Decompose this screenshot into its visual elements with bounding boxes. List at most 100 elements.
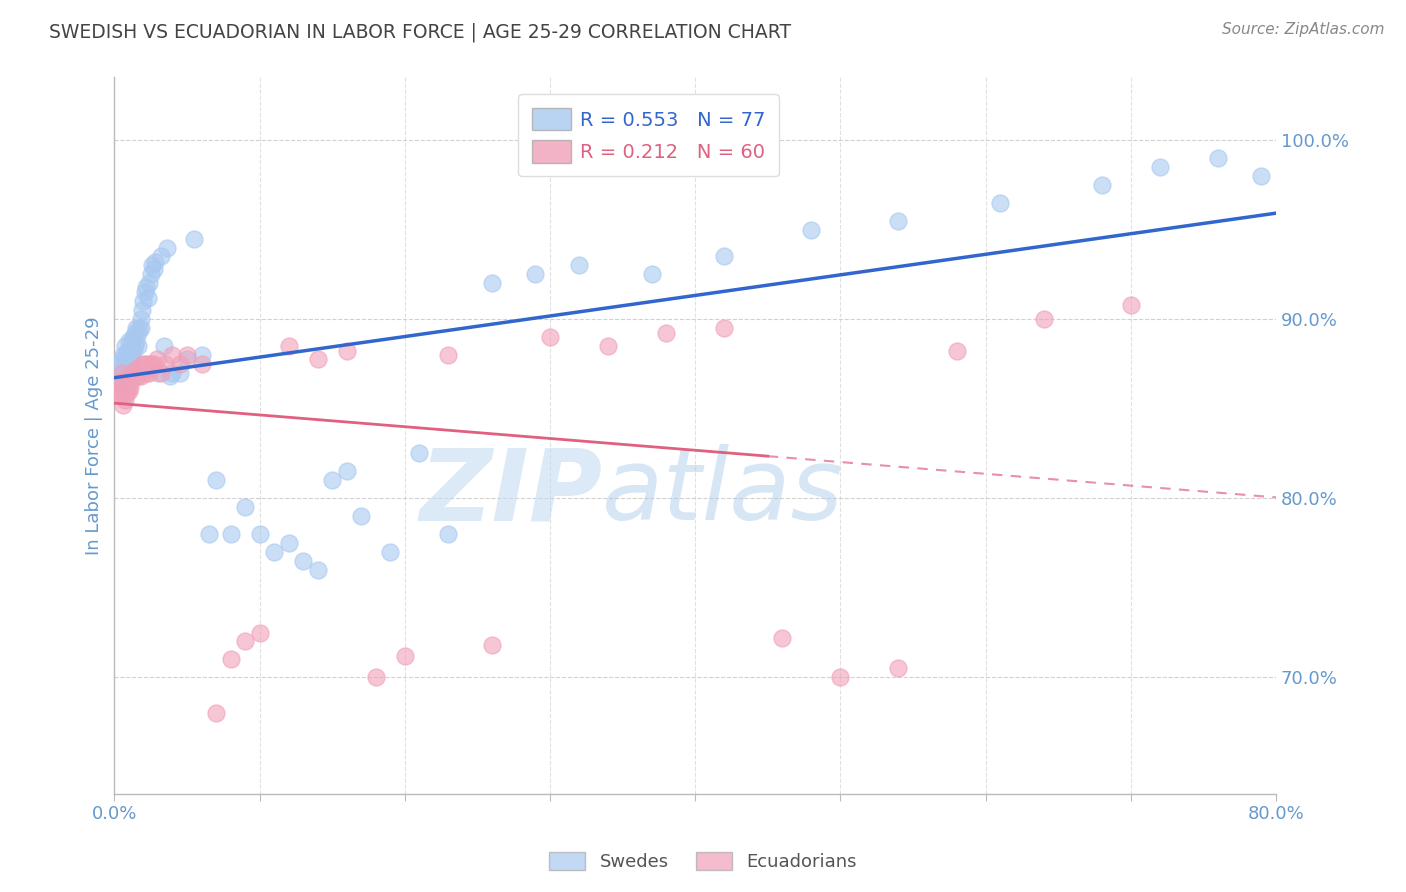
Point [118,384,141,398]
Point [125,334,148,348]
Point [121,334,143,348]
Point [125,321,148,335]
Text: ZIP: ZIP [419,444,602,541]
Point [307,351,329,366]
Point [131,303,153,318]
Point [120,380,142,394]
Point [127,369,149,384]
Point [152,339,174,353]
Point [156,241,179,255]
Point [249,625,271,640]
Point [321,473,343,487]
Point [233,634,256,648]
Point [135,280,157,294]
Point [141,259,163,273]
Point [132,362,155,376]
Point [197,527,219,541]
Legend: Swedes, Ecuadorians: Swedes, Ecuadorians [541,845,865,879]
Point [112,398,135,412]
Point [135,366,157,380]
Point [205,473,228,487]
Text: Source: ZipAtlas.com: Source: ZipAtlas.com [1222,22,1385,37]
Point [142,357,165,371]
Point [111,351,134,366]
Point [169,357,191,371]
Point [800,222,823,236]
Point [437,527,460,541]
Point [107,375,129,389]
Point [277,339,299,353]
Point [127,339,149,353]
Point [105,369,128,384]
Y-axis label: In Labor Force | Age 25-29: In Labor Force | Age 25-29 [86,317,103,555]
Text: atlas: atlas [602,444,844,541]
Point [162,366,184,380]
Point [138,366,160,380]
Point [249,527,271,541]
Point [190,348,212,362]
Point [596,339,619,353]
Point [127,326,149,341]
Point [118,351,141,366]
Point [111,380,134,394]
Text: SWEDISH VS ECUADORIAN IN LABOR FORCE | AGE 25-29 CORRELATION CHART: SWEDISH VS ECUADORIAN IN LABOR FORCE | A… [49,22,792,42]
Point [176,351,198,366]
Point [568,259,591,273]
Point [136,357,159,371]
Point [129,369,152,384]
Point [176,348,198,362]
Point [129,321,152,335]
Point [120,344,142,359]
Point [117,344,139,359]
Point [146,366,169,380]
Point [124,339,146,353]
Point [1149,160,1171,174]
Point [1119,298,1142,312]
Point [112,387,135,401]
Point [183,231,205,245]
Point [169,366,191,380]
Point [277,536,299,550]
Point [380,545,402,559]
Point [114,339,136,353]
Point [121,369,143,384]
Point [117,375,139,389]
Point [139,357,162,371]
Point [145,351,167,366]
Point [233,500,256,515]
Point [138,277,160,291]
Point [713,321,735,335]
Point [114,384,136,398]
Point [117,384,139,398]
Point [830,670,852,684]
Point [1091,178,1114,192]
Point [205,706,228,720]
Point [129,312,152,326]
Point [128,362,150,376]
Point [887,213,910,227]
Point [887,661,910,675]
Point [111,375,134,389]
Point [112,348,135,362]
Point [408,446,430,460]
Point [336,464,359,478]
Point [1032,312,1054,326]
Point [945,344,967,359]
Point [105,387,128,401]
Point [120,375,142,389]
Point [131,357,153,371]
Point [481,638,503,652]
Point [1206,151,1229,165]
Point [124,326,146,341]
Point [159,369,181,384]
Point [121,348,143,362]
Point [112,362,135,376]
Point [128,321,150,335]
Point [107,357,129,371]
Point [1250,169,1272,183]
Legend: R = 0.553   N = 77, R = 0.212   N = 60: R = 0.553 N = 77, R = 0.212 N = 60 [519,95,779,177]
Point [125,362,148,376]
Point [336,344,359,359]
Point [115,366,138,380]
Point [162,348,184,362]
